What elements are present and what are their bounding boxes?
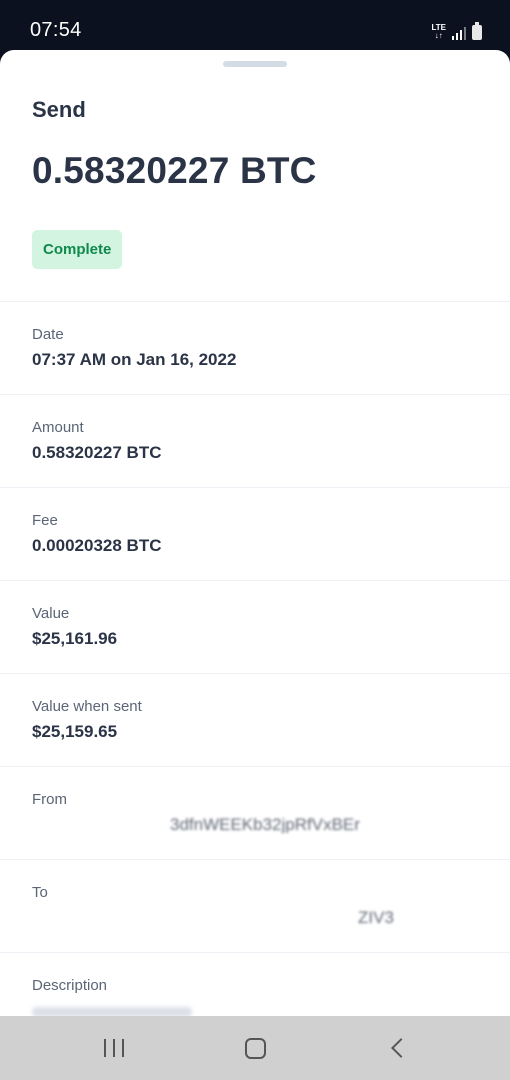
system-nav-bar [0, 1016, 510, 1080]
detail-row-value-when-sent: Value when sent $25,159.65 [0, 674, 510, 767]
from-address[interactable]: 3dfnWEEKb32jpRfVxBEr [170, 815, 360, 833]
value-value: $25,161.96 [32, 629, 118, 648]
detail-row-amount: Amount 0.58320227 BTC [0, 395, 510, 488]
status-badge: Complete [32, 230, 123, 269]
home-icon[interactable] [245, 1038, 266, 1059]
status-time: 07:54 [30, 19, 82, 41]
signal-icon [452, 26, 466, 40]
to-address[interactable]: ZIV3 [358, 908, 394, 926]
date-label: Date [32, 326, 64, 343]
detail-row-value: Value $25,161.96 [0, 581, 510, 674]
amount-heading: 0.58320227 BTC [32, 150, 317, 191]
amount-label: Amount [32, 419, 84, 436]
lte-icon: LTE ↓↑ [431, 24, 446, 40]
status-bar: 07:54 LTE ↓↑ [0, 0, 510, 56]
detail-row-to: To ZIV3 [0, 860, 510, 953]
recents-icon[interactable] [104, 1039, 124, 1057]
transaction-sheet: Send 0.58320227 BTC Complete Date 07:37 … [0, 50, 510, 1016]
battery-icon [472, 22, 482, 40]
network-type: LTE [431, 23, 446, 32]
page-title: Send [32, 97, 86, 122]
detail-row-date: Date 07:37 AM on Jan 16, 2022 [0, 302, 510, 395]
detail-row-fee: Fee 0.00020328 BTC [0, 488, 510, 581]
detail-row-description: Description [0, 953, 510, 1016]
fee-value: 0.00020328 BTC [32, 536, 162, 555]
description-redacted [32, 1007, 192, 1016]
back-icon[interactable] [391, 1038, 411, 1058]
data-arrows-icon: ↓↑ [434, 31, 443, 40]
description-label: Description [32, 977, 108, 994]
value-label: Value [32, 605, 70, 622]
status-icons: LTE ↓↑ [431, 20, 482, 40]
value-when-sent-label: Value when sent [32, 698, 142, 715]
to-label: To [32, 884, 48, 901]
amount-value: 0.58320227 BTC [32, 443, 162, 462]
from-label: From [32, 791, 67, 808]
fee-label: Fee [32, 512, 58, 529]
date-value: 07:37 AM on Jan 16, 2022 [32, 350, 237, 369]
value-when-sent-value: $25,159.65 [32, 722, 118, 741]
drag-handle[interactable] [223, 61, 287, 67]
detail-list: Date 07:37 AM on Jan 16, 2022 Amount 0.5… [0, 301, 510, 1016]
detail-row-from: From 3dfnWEEKb32jpRfVxBEr [0, 767, 510, 860]
